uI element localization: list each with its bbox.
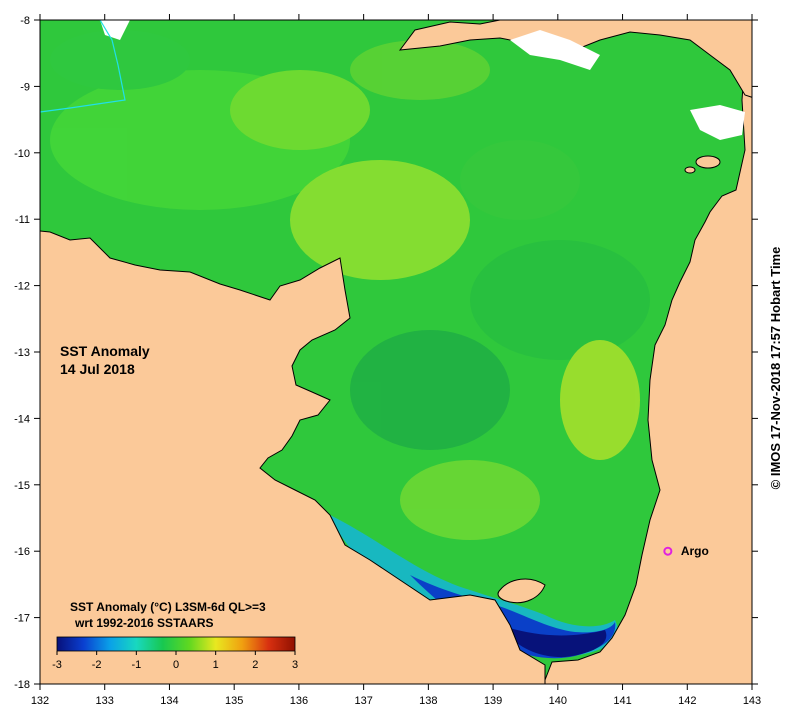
- colorbar-tick-label: -2: [92, 659, 102, 671]
- land-island-north: [695, 155, 721, 169]
- x-tick-label: 135: [225, 695, 243, 707]
- credit-text: © IMOS 17-Nov-2018 17:57 Hobart Time: [768, 247, 783, 490]
- x-tick-label: 138: [419, 695, 437, 707]
- boundary-line: [40, 20, 126, 113]
- land-island-north-2: [684, 166, 696, 174]
- colorbar-tick-label: 3: [292, 659, 298, 671]
- y-tick-label: -9: [20, 81, 30, 93]
- x-tick-label: 141: [613, 695, 631, 707]
- map-date: 14 Jul 2018: [60, 361, 135, 377]
- y-tick-label: -14: [14, 413, 30, 425]
- cold-anomaly-band: [330, 515, 618, 657]
- y-tick-label: -12: [14, 281, 30, 293]
- y-tick-label: -15: [14, 480, 30, 492]
- x-tick-label: 140: [549, 695, 567, 707]
- land: [40, 20, 752, 684]
- anomaly-texture: [50, 30, 650, 540]
- land-island-south: [497, 578, 546, 604]
- colorbar-tick-label: 2: [252, 659, 258, 671]
- y-tick-label: -17: [14, 613, 30, 625]
- x-axis: 132 133 134 135 136 137 138 139 140 141 142 143: [31, 14, 761, 707]
- argo-icon[interactable]: [663, 546, 673, 556]
- land-northern-territory: [40, 230, 546, 684]
- y-tick-label: -13: [14, 347, 30, 359]
- y-tick-label: -8: [20, 15, 30, 27]
- x-tick-label: 142: [678, 695, 696, 707]
- colorbar-tick-label: -3: [52, 659, 62, 671]
- colorbar-ticks: -3 -2 -1 0 1 2 3: [52, 651, 298, 671]
- x-tick-label: 139: [484, 695, 502, 707]
- argo-label: Argo: [681, 544, 709, 558]
- x-tick-label: 132: [31, 695, 49, 707]
- y-tick-label: -11: [15, 214, 30, 226]
- x-tick-label: 134: [160, 695, 178, 707]
- map-plot-area: [40, 20, 752, 684]
- colorbar-gradient: [56, 636, 296, 652]
- colorbar-title: SST Anomaly (°C) L3SM-6d QL>=3: [70, 600, 266, 614]
- colorbar-tick-label: 0: [173, 659, 179, 671]
- x-tick-label: 143: [743, 695, 761, 707]
- land-cape-york: [544, 39, 752, 684]
- argo-marker[interactable]: Argo: [663, 544, 709, 558]
- y-tick-label: -16: [14, 546, 30, 558]
- colorbar-subtitle: wrt 1992-2016 SSTAARS: [74, 616, 214, 630]
- x-tick-label: 137: [354, 695, 372, 707]
- x-tick-label: 133: [96, 695, 114, 707]
- y-tick-label: -10: [14, 148, 30, 160]
- y-axis: -8-9-10-11-12-13-14-15-16-17-18: [14, 15, 758, 691]
- cold-anomaly-deep: [500, 625, 607, 658]
- colorbar-tick-label: 1: [213, 659, 219, 671]
- y-tick-label: -18: [14, 679, 30, 691]
- map-title: SST Anomaly: [60, 343, 150, 359]
- no-data-patches: [100, 20, 745, 140]
- x-tick-label: 136: [290, 695, 308, 707]
- colorbar: SST Anomaly (°C) L3SM-6d QL>=3 wrt 1992-…: [52, 600, 298, 671]
- colorbar-tick-label: -1: [131, 659, 141, 671]
